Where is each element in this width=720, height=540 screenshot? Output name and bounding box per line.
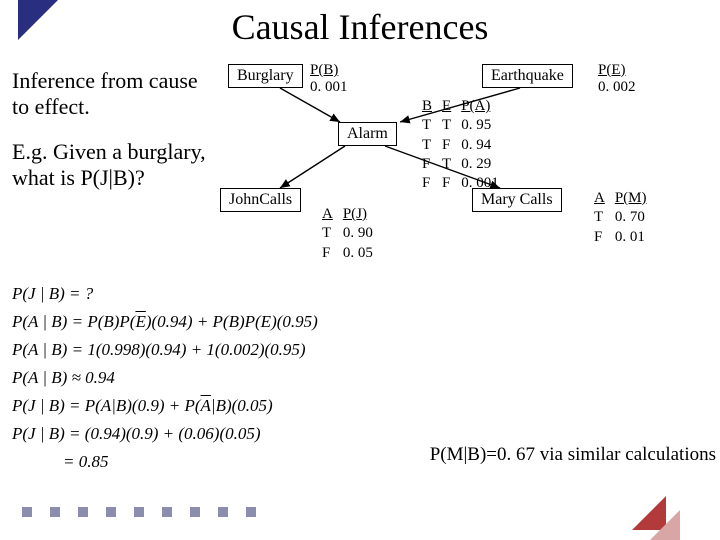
eq-l6: P(J | B) = (0.94)(0.9) + (0.06)(0.05) [12,420,318,448]
c: T [594,209,613,226]
cpt-a-hb: B [422,98,440,115]
c: 0. 94 [461,137,507,154]
t: |B)(0.05) [211,396,273,415]
not-e: E [135,312,145,331]
pe-label: P(E) [598,62,636,79]
cpt-j-ha: A [322,206,341,223]
c: 0. 001 [461,175,507,192]
c: F [422,175,440,192]
node-john: JohnCalls [220,188,301,212]
pe-val: 0. 002 [598,79,636,96]
eq-l3: P(A | B) = 1(0.998)(0.94) + 1(0.002)(0.9… [12,336,318,364]
node-burglary: Burglary [228,64,303,88]
t: )(0.94) + P(B)P(E)(0.95) [146,312,318,331]
pb-val: 0. 001 [310,79,348,96]
c: 0. 29 [461,156,507,173]
c: F [322,245,341,262]
node-earthquake: Earthquake [482,64,573,88]
cpt-mary: A P(M) T0. 70 F0. 01 [592,188,657,248]
c: 0. 05 [343,245,381,262]
footer-dots [22,504,274,522]
c: T [422,117,440,134]
t: P(J | B) = P(A|B)(0.9) + P( [12,396,201,415]
desc-p1: Inference from cause to effect. [12,68,212,121]
equations: P(J | B) = ? P(A | B) = P(B)P(E)(0.94) +… [12,280,318,476]
c: T [442,117,459,134]
not-a: A [201,396,211,415]
eq-l1: P(J | B) = ? [12,280,318,308]
footer-triangle-2 [650,510,680,540]
c: F [442,137,459,154]
bayes-net-diagram: Burglary Earthquake Alarm JohnCalls Mary… [210,60,710,260]
cpt-a-hpa: P(A) [461,98,507,115]
c: 0. 01 [615,229,655,246]
c: 0. 90 [343,225,381,242]
c: F [442,175,459,192]
prior-earthquake: P(E) 0. 002 [598,62,636,97]
node-alarm: Alarm [338,122,397,146]
c: T [442,156,459,173]
desc-p2: E.g. Given a burglary, what is P(J|B)? [12,139,212,192]
c: 0. 95 [461,117,507,134]
cpt-m-hpm: P(M) [615,190,655,207]
t: P(A | B) = P(B)P( [12,312,135,331]
footnote: P(M|B)=0. 67 via similar calculations [430,444,716,466]
eq-l7: = 0.85 [12,448,318,476]
cpt-alarm: B E P(A) TT0. 95 TF0. 94 FT0. 29 FF0. 00… [420,96,509,194]
pb-label: P(B) [310,62,348,79]
eq-l4: P(A | B) ≈ 0.94 [12,364,318,392]
c: T [322,225,341,242]
prior-burglary: P(B) 0. 001 [310,62,348,97]
cpt-john: A P(J) T0. 90 F0. 05 [320,204,383,264]
eq-l2: P(A | B) = P(B)P(E)(0.94) + P(B)P(E)(0.9… [12,308,318,336]
eq-l5: P(J | B) = P(A|B)(0.9) + P(A|B)(0.05) [12,392,318,420]
cpt-j-hpj: P(J) [343,206,381,223]
c: F [594,229,613,246]
cpt-m-ha: A [594,190,613,207]
corner-accent [18,0,58,40]
page-title: Causal Inferences [0,6,720,48]
c: T [422,137,440,154]
description: Inference from cause to effect. E.g. Giv… [12,68,212,192]
c: 0. 70 [615,209,655,226]
cpt-a-he: E [442,98,459,115]
c: F [422,156,440,173]
